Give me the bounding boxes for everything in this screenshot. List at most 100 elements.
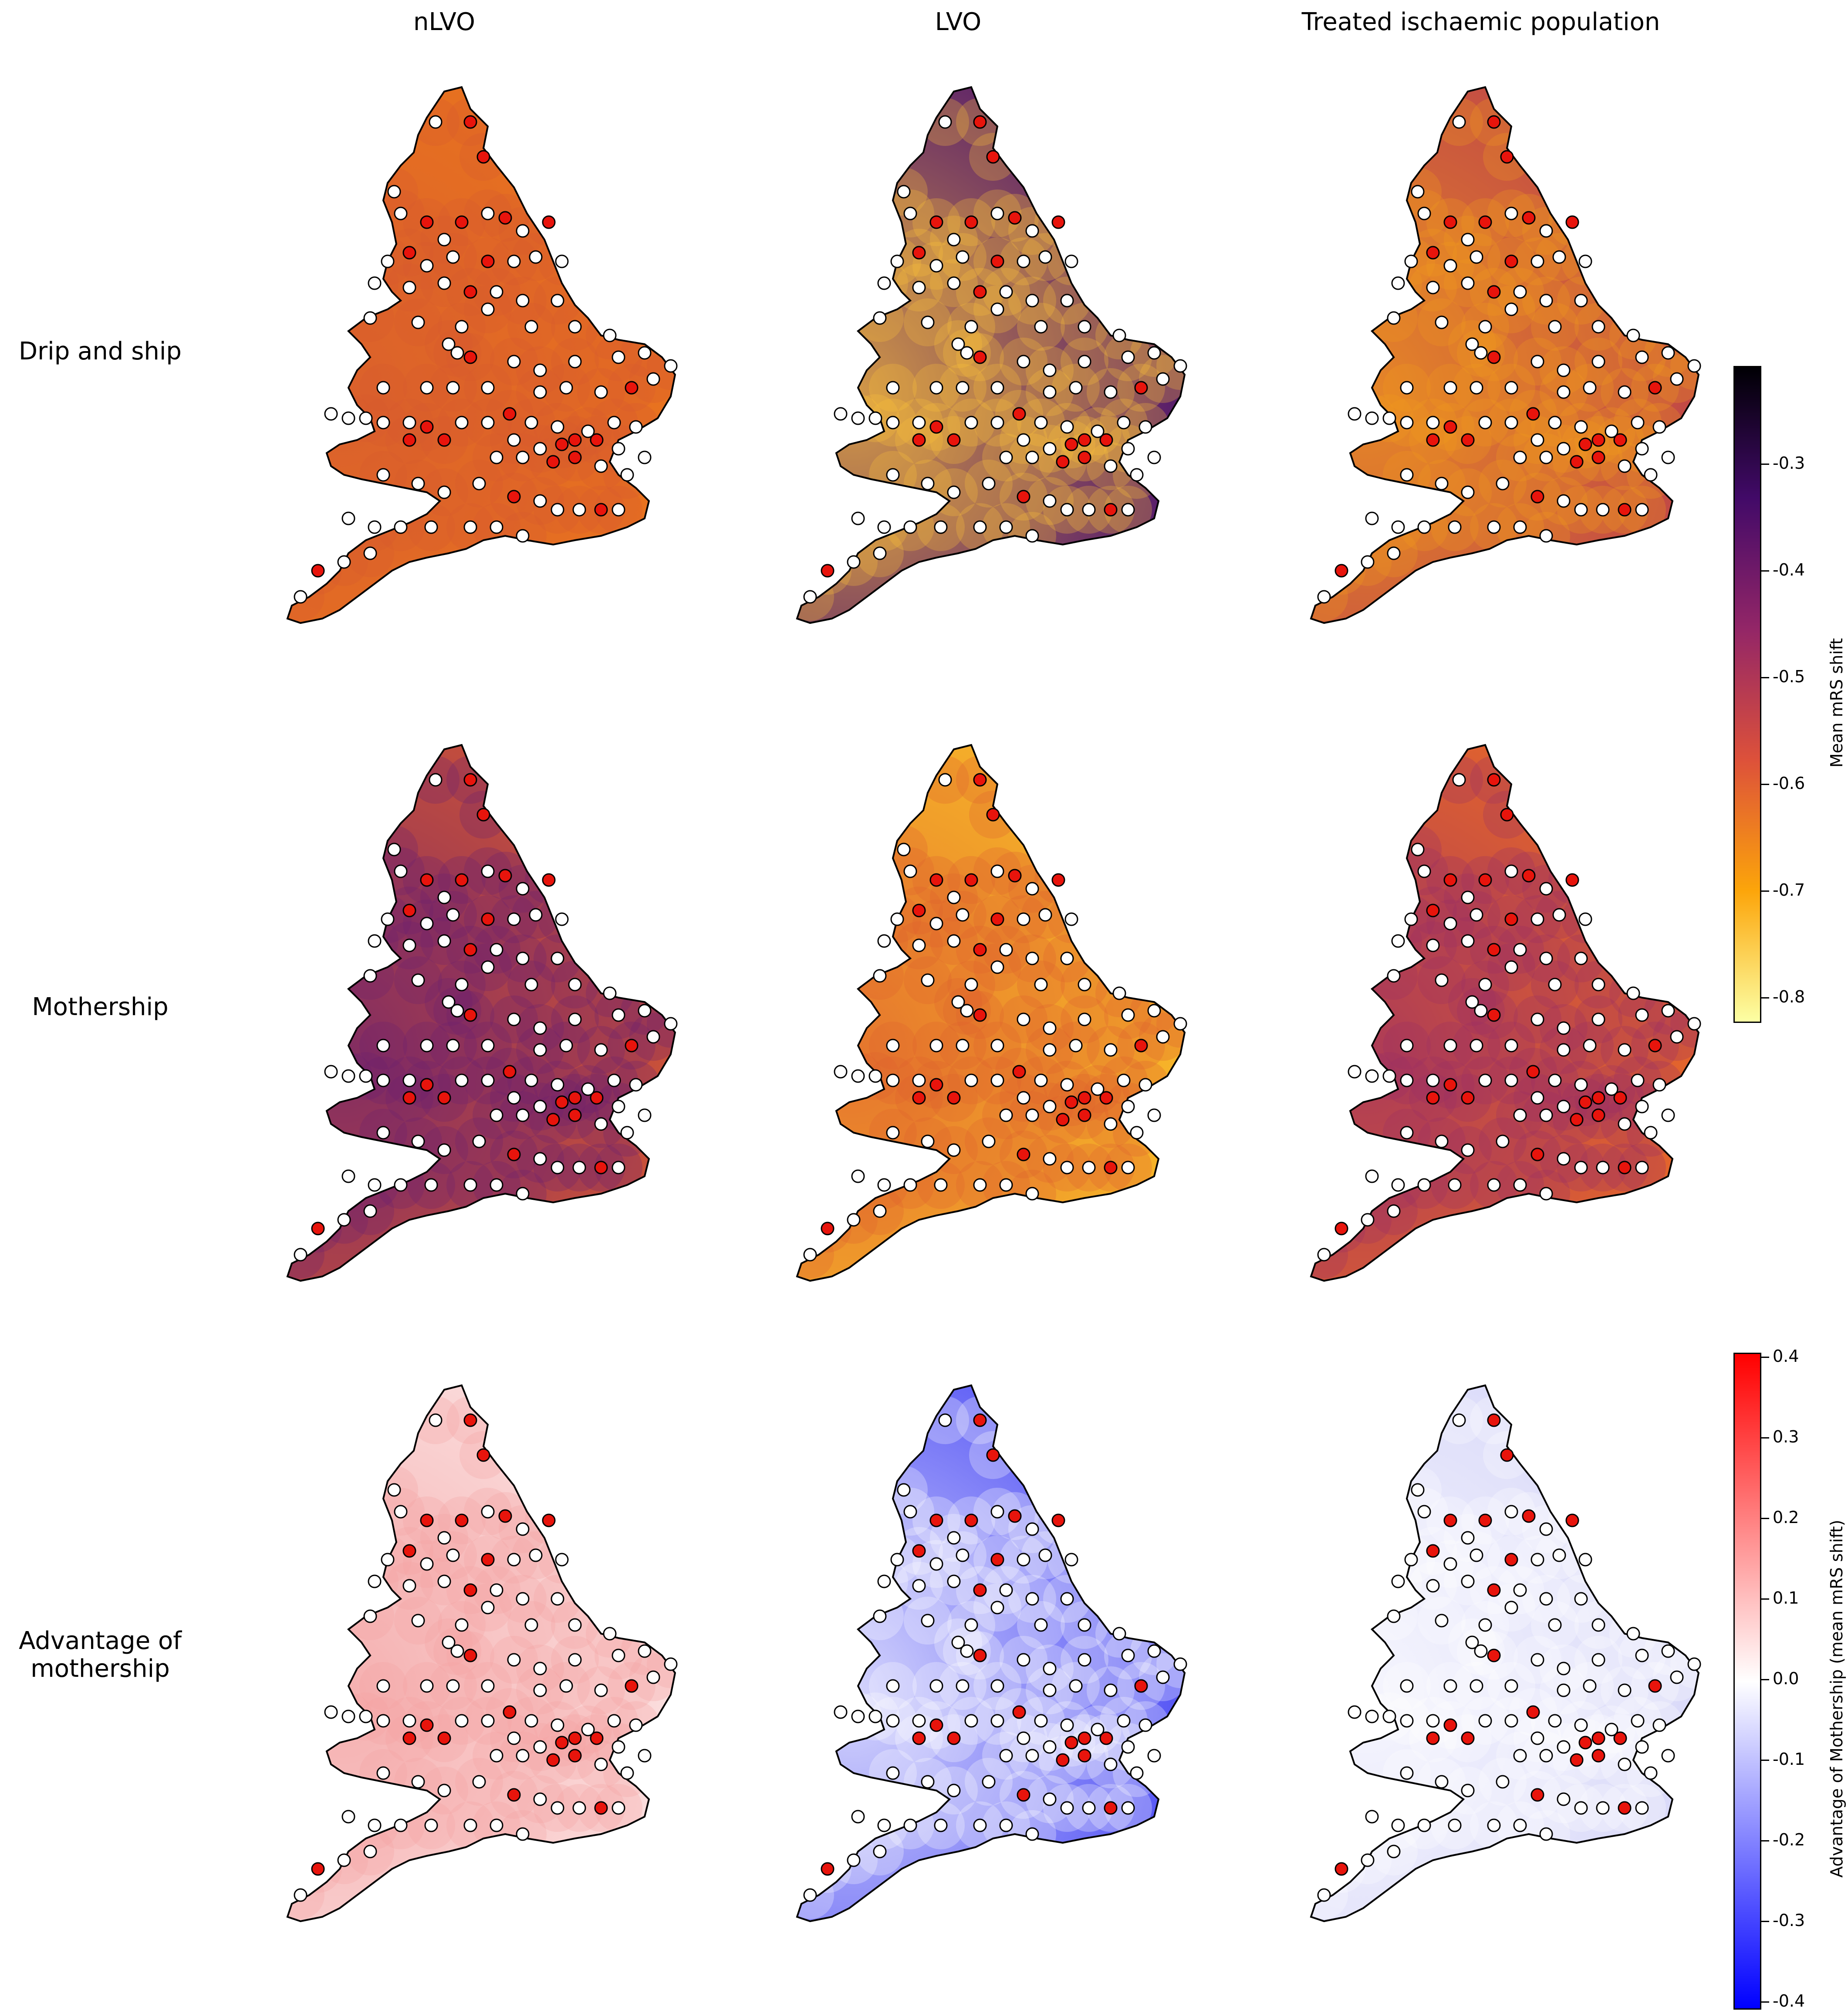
hospital-marker: [1435, 477, 1449, 491]
hospital-marker: [450, 1644, 464, 1658]
hospital-marker: [1078, 1618, 1091, 1632]
hospital-marker: [1173, 1657, 1187, 1671]
hospital-marker: [363, 1204, 377, 1218]
hospital-marker: [551, 420, 564, 434]
hospital-marker: [929, 1078, 943, 1092]
hospital-marker: [1069, 381, 1083, 395]
colorbar-mrs-tickmark: [1761, 677, 1769, 678]
hospital-marker: [463, 1008, 477, 1022]
hospital-marker: [903, 864, 917, 878]
hospital-marker: [611, 503, 625, 517]
hospital-marker: [363, 1609, 377, 1623]
hospital-marker: [420, 420, 434, 434]
hospital-marker: [986, 150, 1000, 164]
hospital-marker: [507, 1788, 521, 1802]
hospital-marker: [1130, 1126, 1144, 1140]
hospital-marker: [897, 1483, 911, 1497]
hospital-marker: [947, 276, 961, 290]
hospital-marker: [381, 254, 395, 268]
hospital-marker: [1112, 1627, 1126, 1641]
hospital-marker: [394, 1178, 408, 1192]
hospital-marker: [1478, 416, 1492, 430]
hospital-marker: [1051, 1513, 1065, 1527]
hospital-marker: [1025, 1592, 1039, 1606]
hospital-marker: [1530, 1788, 1544, 1802]
hospital-marker: [402, 904, 416, 917]
hospital-marker: [1051, 873, 1065, 887]
hospital-marker: [437, 890, 451, 904]
hospital-marker: [982, 1775, 996, 1789]
hospital-marker: [1134, 381, 1148, 395]
hospital-marker: [1578, 254, 1592, 268]
hospital-marker: [551, 294, 564, 308]
colorbar-mrs-label: Mean mRS shift: [1827, 638, 1846, 768]
hospital-marker: [629, 1078, 643, 1092]
hospital-marker: [1548, 978, 1562, 992]
hospital-marker: [359, 1709, 373, 1723]
hospital-marker: [1017, 1653, 1030, 1667]
hospital-marker: [481, 302, 495, 316]
map-drip-and-ship-lvo: [693, 57, 1224, 675]
hospital-marker: [490, 450, 503, 464]
hospital-marker: [524, 1073, 538, 1087]
hospital-marker: [463, 1818, 477, 1832]
hospital-marker: [442, 1635, 456, 1649]
hospital-marker: [1635, 1740, 1649, 1754]
hospital-marker: [463, 115, 477, 129]
hospital-marker: [590, 1091, 604, 1105]
hospital-marker: [1557, 1043, 1571, 1057]
colorbar-advantage-tickmark: [1761, 2001, 1769, 2003]
hospital-marker: [481, 1073, 495, 1087]
hospital-marker: [1596, 503, 1610, 517]
hospital-marker: [1496, 1134, 1510, 1148]
hospital-marker: [1578, 1736, 1592, 1750]
hospital-marker: [1426, 416, 1440, 430]
hospital-marker: [1443, 1679, 1457, 1693]
hospital-marker: [1496, 1775, 1510, 1789]
hospital-marker: [877, 1574, 891, 1588]
hospital-marker: [1443, 917, 1457, 931]
hospital-marker: [1064, 1095, 1078, 1109]
hospital-marker: [1578, 1095, 1592, 1109]
hospital-marker: [516, 529, 530, 543]
hospital-marker: [1470, 250, 1483, 264]
hospital-marker: [929, 1513, 943, 1527]
hospital-marker: [1417, 1818, 1431, 1832]
hospital-marker: [1652, 1078, 1666, 1092]
hospital-marker: [1117, 1073, 1131, 1087]
hospital-marker: [990, 960, 1004, 974]
hospital-marker: [481, 864, 495, 878]
hospital-marker: [1504, 381, 1518, 395]
hospital-marker: [1539, 450, 1553, 464]
hospital-marker: [1104, 385, 1118, 399]
hospital-marker: [1461, 1091, 1475, 1105]
hospital-marker: [1670, 1030, 1684, 1044]
hospital-marker: [581, 424, 595, 438]
hospital-marker: [1078, 450, 1091, 464]
hospital-marker: [1426, 246, 1440, 260]
hospital-marker: [324, 1705, 338, 1719]
hospital-marker: [1025, 450, 1039, 464]
hospital-marker: [851, 411, 865, 425]
hospital-marker: [481, 1553, 495, 1567]
colorbar-advantage-tick-label: -0.2: [1773, 1830, 1805, 1849]
hospital-marker: [437, 233, 451, 247]
hospital-marker: [507, 490, 521, 504]
hospital-marker: [1513, 1818, 1527, 1832]
hospital-marker: [442, 337, 456, 351]
hospital-marker: [1025, 951, 1039, 965]
hospital-marker: [803, 1248, 817, 1262]
hospital-marker: [956, 1039, 970, 1053]
hospital-marker: [1387, 1845, 1401, 1858]
colorbar-advantage-tickmark: [1761, 1679, 1769, 1680]
hospital-marker: [572, 1161, 586, 1175]
hospital-marker: [912, 938, 926, 952]
hospital-marker: [1426, 904, 1440, 917]
hospital-marker: [516, 294, 530, 308]
hospital-marker: [929, 259, 943, 273]
hospital-marker: [999, 450, 1013, 464]
hospital-marker: [1025, 882, 1039, 896]
hospital-marker: [490, 1818, 503, 1832]
hospital-marker: [1557, 1100, 1571, 1114]
hospital-marker: [1443, 1718, 1457, 1732]
